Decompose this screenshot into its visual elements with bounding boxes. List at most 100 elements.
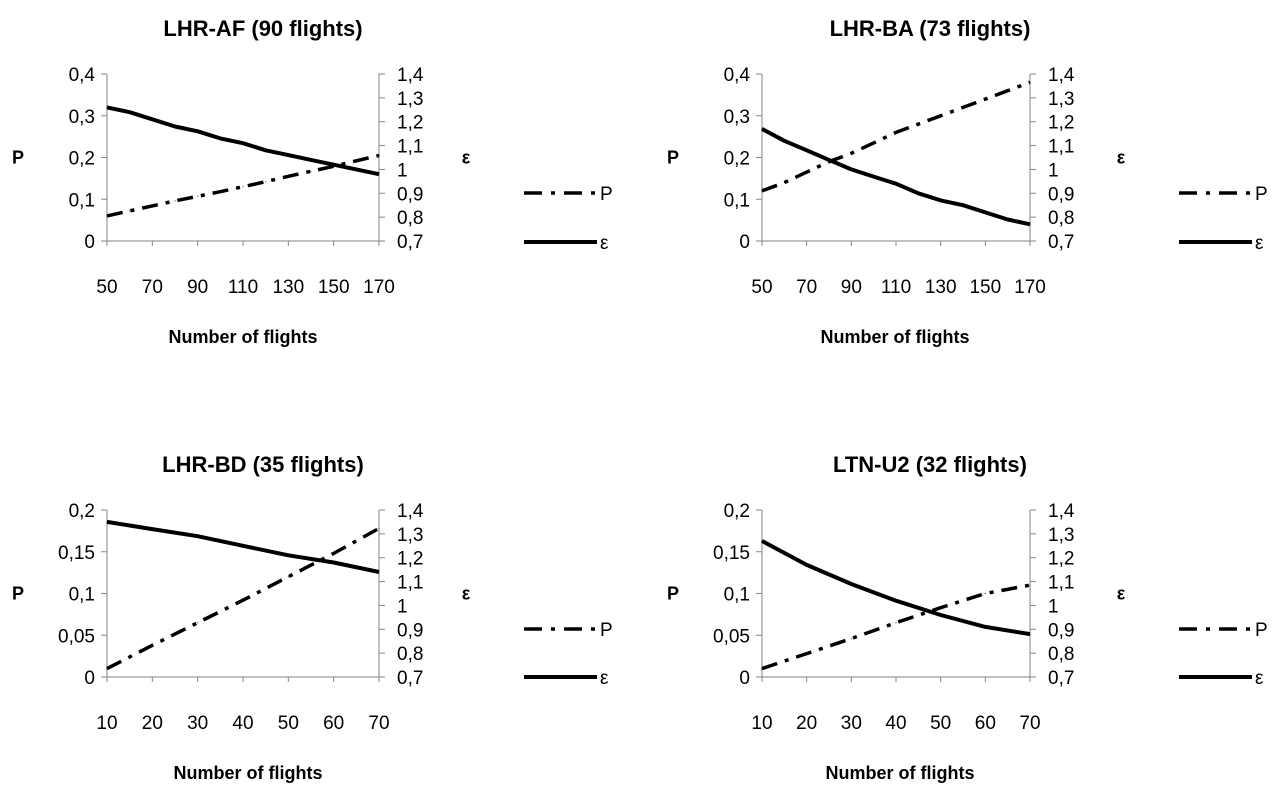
series-point-p [962, 106, 964, 108]
legend-label: P [600, 184, 613, 205]
legend-label: ε [1255, 233, 1264, 254]
left-axis-tick-label: 0,1 [724, 190, 750, 211]
right-axis-tick-label: 0,9 [1048, 184, 1074, 205]
left-axis-tick-label: 0 [84, 232, 95, 253]
series-point-epsilon [197, 535, 199, 537]
series-point-p [806, 653, 808, 655]
right-axis-tick-label: 1,1 [1048, 573, 1074, 594]
x-axis-title: Number of flights [821, 327, 970, 347]
right-axis-tick-label: 0,8 [397, 644, 423, 665]
chart-title: LHR-BD (35 flights) [162, 452, 364, 477]
right-axis-tick-label: 0,9 [397, 620, 423, 641]
series-point-p [984, 593, 986, 594]
x-axis-tick-label: 50 [96, 277, 117, 298]
x-axis-title: Number of flights [169, 327, 318, 347]
x-axis-tick-label: 70 [1019, 713, 1040, 734]
series-point-epsilon [940, 199, 942, 201]
right-axis-tick-label: 0,8 [1048, 208, 1074, 229]
left-axis-tick-label: 0,1 [69, 585, 95, 606]
x-axis-tick-label: 40 [885, 713, 906, 734]
x-axis-title: Number of flights [174, 763, 323, 783]
series-line-epsilon [761, 127, 1031, 227]
left-axis-tick-label: 0,4 [724, 65, 751, 86]
x-axis-tick-label: 50 [930, 713, 951, 734]
right-axis-tick-label: 1,2 [397, 549, 423, 570]
x-axis-tick-label: 130 [925, 277, 957, 298]
series-point-epsilon [242, 142, 244, 144]
left-axis-tick-label: 0 [739, 668, 750, 689]
x-axis-tick-label: 110 [881, 277, 911, 298]
series-point-epsilon [355, 168, 357, 170]
series-point-epsilon [761, 128, 763, 130]
series-point-epsilon [242, 545, 244, 547]
series-point-p [106, 668, 108, 670]
series-line-epsilon [106, 519, 380, 574]
series-point-epsilon [129, 111, 131, 113]
series-point-epsilon [333, 562, 335, 563]
series-point-epsilon [984, 626, 986, 628]
right-axis-tick-label: 0,7 [397, 668, 423, 689]
series-point-p [355, 160, 357, 162]
right-axis-tick-label: 1,1 [397, 573, 423, 594]
right-axis-tick-label: 0,7 [1048, 232, 1074, 253]
left-axis-tick-label: 0,05 [713, 626, 750, 647]
right-axis-tick-label: 1,3 [397, 525, 423, 546]
right-axis-tick-label: 1 [397, 596, 408, 617]
x-axis-tick-label: 70 [142, 277, 163, 298]
x-axis-tick-label: 110 [228, 277, 258, 298]
left-axis-tick-label: 0,15 [58, 543, 95, 564]
series-point-p [287, 576, 289, 578]
series-point-p [940, 607, 942, 609]
right-axis-title: ε [1117, 584, 1126, 604]
x-axis-tick-label: 90 [841, 277, 862, 298]
right-axis-tick-label: 1,2 [397, 113, 423, 134]
right-axis-title: ε [462, 584, 471, 604]
series-point-epsilon [783, 140, 785, 142]
series-point-epsilon [1007, 219, 1009, 220]
series-point-p [917, 123, 919, 125]
series-point-p [873, 142, 875, 144]
series-line-epsilon [106, 105, 380, 177]
left-axis-tick-label: 0,3 [724, 107, 750, 128]
left-axis-title: P [667, 584, 679, 604]
right-axis-tick-label: 1,1 [1048, 137, 1074, 158]
series-point-p [761, 668, 763, 670]
series-point-epsilon [806, 149, 808, 151]
right-axis-tick-label: 1,1 [397, 137, 423, 158]
series-point-epsilon [828, 159, 830, 161]
left-axis-title: P [667, 148, 679, 168]
right-axis-tick-label: 1,4 [397, 501, 424, 522]
x-axis-tick-label: 40 [232, 713, 253, 734]
series-point-epsilon [850, 168, 852, 170]
x-axis-tick-label: 90 [187, 277, 208, 298]
left-axis-tick-label: 0,2 [724, 501, 750, 522]
right-axis-tick-label: 1,3 [397, 89, 423, 110]
right-axis-tick-label: 1,3 [1048, 89, 1074, 110]
series-point-p [265, 181, 267, 183]
series-line-p [106, 526, 380, 671]
series-point-epsilon [287, 154, 289, 156]
series-point-p [1007, 90, 1009, 92]
series-point-p [378, 154, 380, 156]
series-point-epsilon [917, 192, 919, 194]
series-point-epsilon [265, 149, 267, 151]
series-point-epsilon [219, 137, 221, 139]
left-axis-title: P [12, 584, 24, 604]
left-axis-tick-label: 0,2 [69, 149, 95, 170]
legend-label: P [600, 620, 613, 641]
right-axis-tick-label: 0,8 [397, 208, 423, 229]
left-axis-tick-label: 0 [84, 668, 95, 689]
x-axis-tick-label: 50 [278, 713, 299, 734]
series-point-p [1029, 584, 1031, 586]
x-axis-tick-label: 70 [796, 277, 817, 298]
legend-label: ε [1255, 668, 1264, 689]
series-point-p [129, 210, 131, 212]
series-point-epsilon [378, 173, 380, 175]
series-point-epsilon [962, 204, 964, 206]
right-axis-title: ε [462, 148, 471, 168]
right-axis-tick-label: 1,3 [1048, 525, 1074, 546]
x-axis-tick-label: 60 [323, 713, 344, 734]
legend-label: ε [600, 668, 609, 689]
series-point-p [806, 171, 808, 173]
